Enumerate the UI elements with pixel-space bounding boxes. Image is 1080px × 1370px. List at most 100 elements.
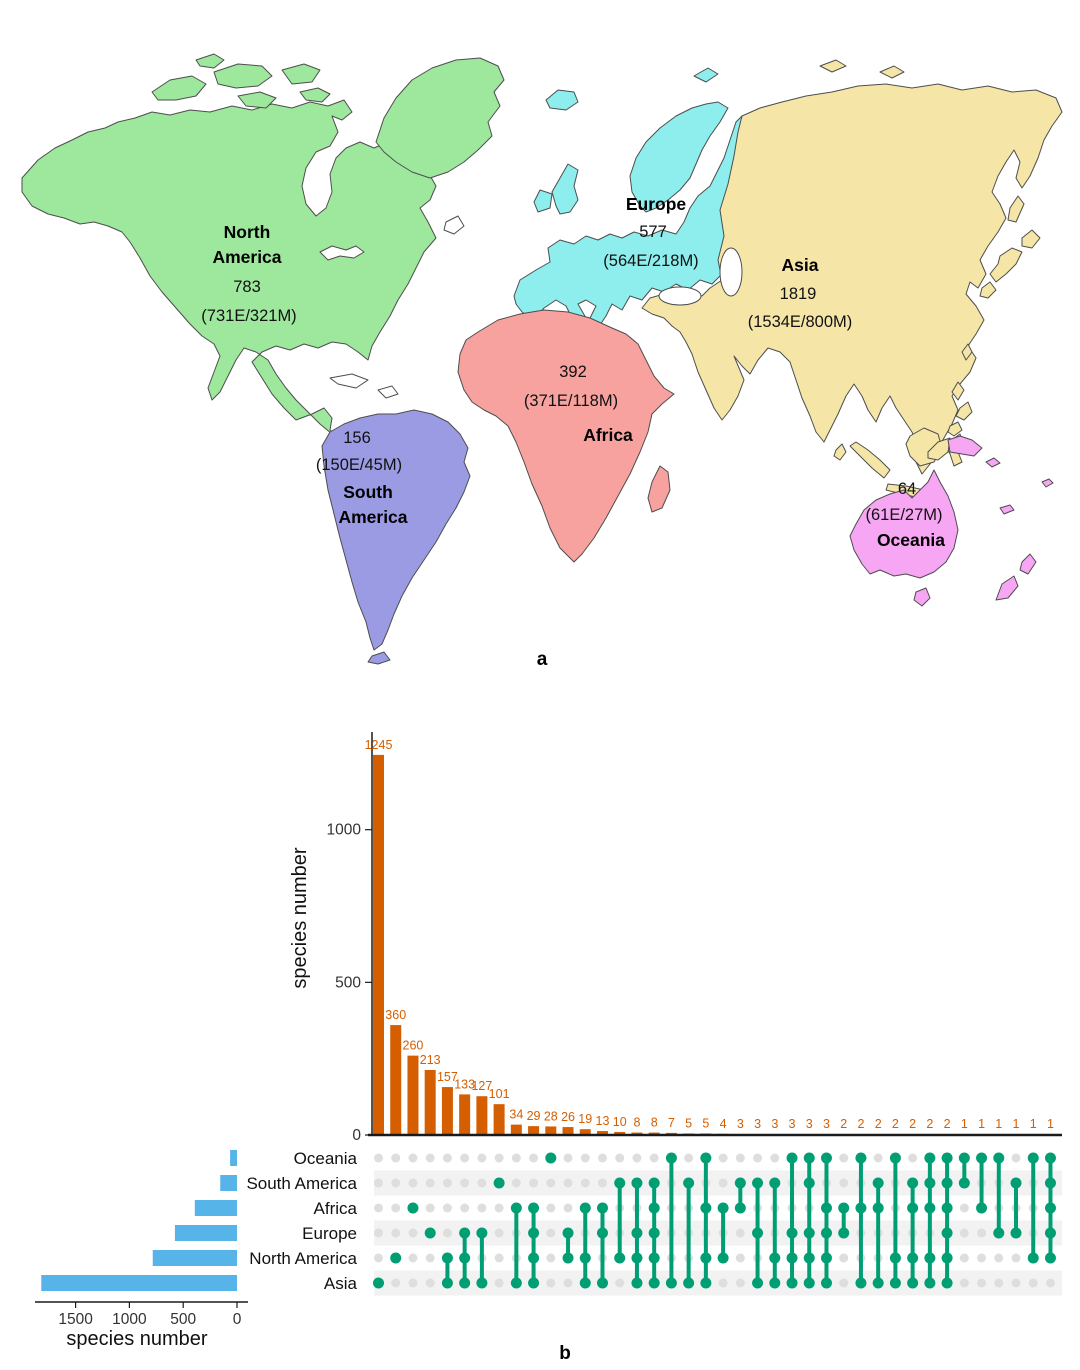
matrix-dot-filled <box>838 1227 850 1239</box>
matrix-dot-filled <box>803 1227 815 1239</box>
matrix-dot-empty <box>408 1278 418 1288</box>
matrix-row-label: Asia <box>324 1274 358 1293</box>
matrix-dot-filled <box>596 1202 608 1214</box>
matrix-dot-filled <box>648 1202 660 1214</box>
tasmania-island <box>913 587 931 607</box>
matrix-dot-filled <box>700 1277 712 1289</box>
matrix-dot-filled <box>752 1177 764 1189</box>
arctic-island <box>299 87 331 103</box>
intersection-count-label: 2 <box>875 1117 882 1131</box>
arctic-island <box>281 63 321 85</box>
matrix-dot-filled <box>700 1202 712 1214</box>
matrix-dot-filled <box>924 1252 936 1264</box>
matrix-dot-filled <box>855 1152 867 1164</box>
matrix-dot-empty <box>994 1278 1004 1288</box>
matrix-dot-empty <box>684 1153 694 1163</box>
matrix-dot-filled <box>820 1152 832 1164</box>
matrix-dot-empty <box>425 1178 435 1188</box>
matrix-dot-filled <box>665 1277 677 1289</box>
matrix-dot-filled <box>579 1277 591 1289</box>
matrix-dot-filled <box>924 1202 936 1214</box>
continent-asia <box>641 83 1063 475</box>
matrix-dot-empty <box>374 1228 383 1238</box>
matrix-dot-filled <box>528 1252 540 1264</box>
matrix-dot-filled <box>924 1177 936 1189</box>
britain-island <box>551 163 579 215</box>
intersection-bar <box>407 1055 419 1135</box>
new-caledonia-island <box>999 504 1015 515</box>
scandinavia <box>629 101 729 213</box>
matrix-dot-empty <box>546 1253 556 1263</box>
continent-africa <box>457 309 675 563</box>
matrix-dot-filled <box>803 1152 815 1164</box>
matrix-dot-filled <box>631 1252 643 1264</box>
iceland-island <box>545 89 579 111</box>
intersection-count-label: 2 <box>944 1117 951 1131</box>
japan-honshu <box>989 247 1023 283</box>
matrix-dot-filled <box>872 1177 884 1189</box>
matrix-dot-empty <box>546 1228 556 1238</box>
matrix-dot-empty <box>425 1278 435 1288</box>
arctic-island <box>213 63 273 89</box>
new-zealand-north <box>1019 553 1037 575</box>
matrix-dot-filled <box>528 1277 540 1289</box>
intersection-bar <box>459 1094 471 1135</box>
matrix-dot-filled <box>924 1277 936 1289</box>
matrix-dot-filled <box>803 1177 815 1189</box>
set-size-tick-label: 500 <box>170 1311 196 1328</box>
matrix-dot-empty <box>374 1203 383 1213</box>
matrix-dot-filled <box>700 1252 712 1264</box>
continent-south-america <box>321 409 471 651</box>
matrix-dot-filled <box>838 1202 850 1214</box>
matrix-dot-empty <box>477 1153 487 1163</box>
intersection-bar <box>596 1131 608 1135</box>
matrix-dot-filled <box>614 1177 626 1189</box>
matrix-dot-filled <box>459 1227 471 1239</box>
set-size-bar <box>174 1225 237 1241</box>
matrix-dot-filled <box>1044 1227 1056 1239</box>
matrix-dot-empty <box>770 1153 780 1163</box>
matrix-dot-filled <box>734 1202 746 1214</box>
matrix-dot-filled <box>528 1227 540 1239</box>
matrix-dot-filled <box>872 1202 884 1214</box>
matrix-dot-filled <box>683 1277 695 1289</box>
matrix-dot-empty <box>477 1203 487 1213</box>
label-north-america-2: America <box>212 247 281 267</box>
intersection-count-label: 260 <box>403 1039 424 1053</box>
matrix-dot-empty <box>391 1203 401 1213</box>
intersection-bar <box>476 1096 488 1135</box>
matrix-dot-filled <box>459 1252 471 1264</box>
intersection-count-label: 2 <box>926 1117 933 1131</box>
matrix-dot-filled <box>924 1152 936 1164</box>
matrix-dot-filled <box>579 1252 591 1264</box>
matrix-dot-filled <box>855 1277 867 1289</box>
arctic-island <box>151 75 207 101</box>
matrix-dot-filled <box>614 1252 626 1264</box>
matrix-dot-filled <box>631 1177 643 1189</box>
matrix-dot-filled <box>373 1277 384 1289</box>
intersection-count-label: 3 <box>754 1117 761 1131</box>
set-size-axis-title: species number <box>66 1328 208 1350</box>
matrix-dot-filled <box>579 1202 591 1214</box>
intersection-bar <box>390 1025 402 1135</box>
ireland-island <box>533 189 553 213</box>
matrix-dot-empty <box>977 1253 987 1263</box>
matrix-dot-filled <box>700 1152 712 1164</box>
matrix-dot-filled <box>941 1252 953 1264</box>
matrix-dot-filled <box>769 1177 781 1189</box>
total-africa: 392 <box>559 363 587 381</box>
matrix-dot-filled <box>1044 1252 1056 1264</box>
matrix-dot-filled <box>769 1252 781 1264</box>
intersection-count-label: 101 <box>489 1087 510 1101</box>
matrix-dot-filled <box>562 1227 574 1239</box>
matrix-dot-empty <box>391 1153 401 1163</box>
matrix-dot-empty <box>1045 1278 1055 1288</box>
great-lakes <box>319 245 365 261</box>
intersection-count-label: 5 <box>702 1116 709 1130</box>
sakhalin-island <box>1007 195 1025 223</box>
intersection-count-label: 360 <box>385 1008 406 1022</box>
matrix-dot-empty <box>718 1178 728 1188</box>
matrix-dot-empty <box>442 1203 452 1213</box>
